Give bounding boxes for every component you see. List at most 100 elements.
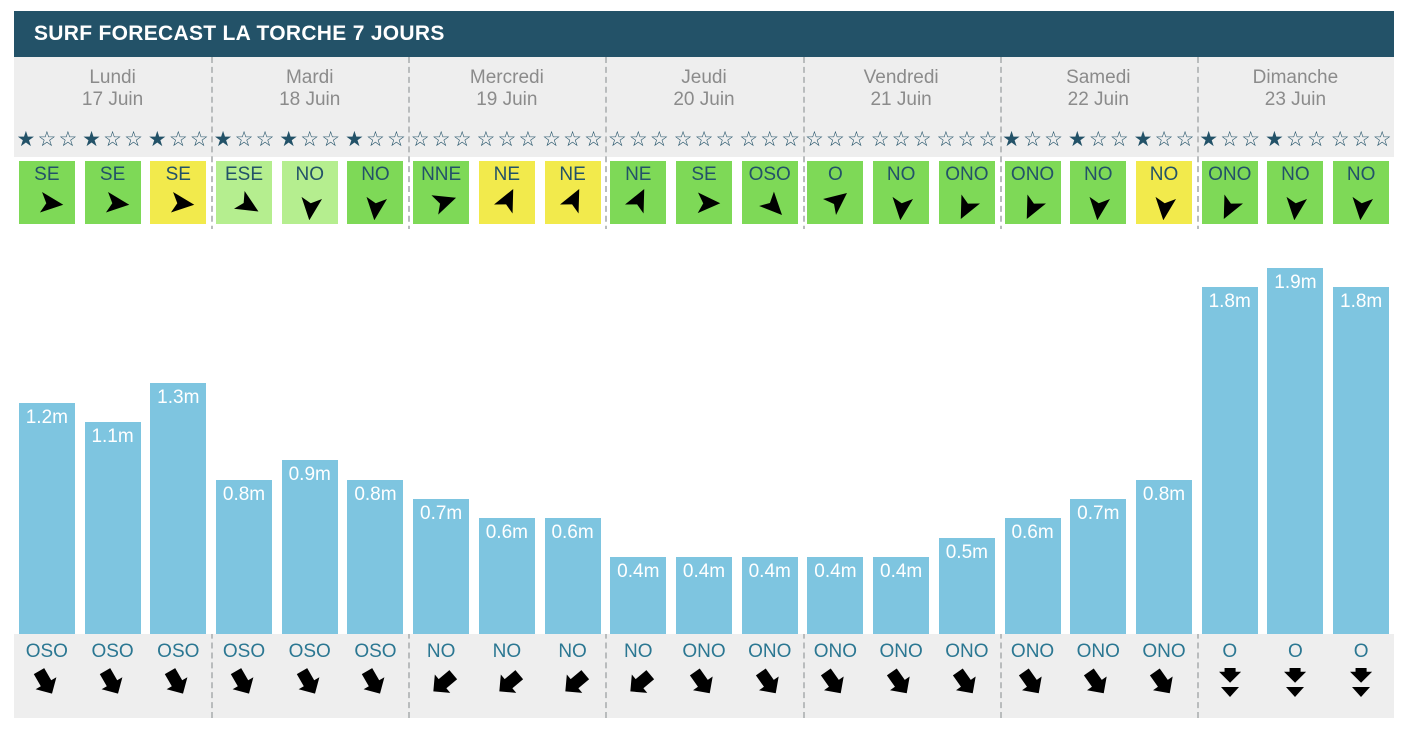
swell-cell[interactable]: ONO <box>1131 640 1197 707</box>
swell-cell[interactable]: OSO <box>277 640 343 707</box>
swell-cell[interactable]: OSO <box>343 640 409 707</box>
wave-bar[interactable]: 0.8m <box>216 480 272 634</box>
wind-cell-wrapper: SE <box>80 161 146 224</box>
star-rating: ★ ☆ ☆ <box>211 129 277 150</box>
wind-cell[interactable]: NO <box>1136 161 1192 224</box>
wave-bar[interactable]: 0.7m <box>1070 499 1127 634</box>
wind-cell[interactable]: ONO <box>1201 161 1258 225</box>
swell-cell[interactable]: NO <box>474 640 540 707</box>
wind-cell[interactable]: ONO <box>938 161 995 224</box>
swell-cell[interactable]: ONO <box>934 640 1000 707</box>
day-column-mardi[interactable]: Mardi 18 Juin ★ ☆ ☆ ★ ☆ ☆ ★ ☆ ☆ ESE NO NO 0.8m 0.9m 0.8m… <box>211 57 409 718</box>
wave-bar[interactable]: 0.5m <box>938 538 995 634</box>
wave-bar-cell: 0.4m <box>868 229 934 634</box>
wind-cell-wrapper: ONO <box>934 161 1000 224</box>
wave-bar[interactable]: 0.4m <box>676 557 732 634</box>
wind-cell[interactable]: NO <box>1070 161 1127 224</box>
page-title: SURF FORECAST LA TORCHE 7 JOURS <box>34 22 445 45</box>
wave-bar[interactable]: 1.1m <box>84 422 141 634</box>
day-column-jeudi[interactable]: Jeudi 20 Juin ☆ ☆ ☆ ☆ ☆ ☆ ☆ ☆ ☆ NE SE OSO 0.4m 0.4m 0.4m… <box>605 57 803 718</box>
swell-cell[interactable]: NO <box>540 640 606 707</box>
wave-bar[interactable]: 1.2m <box>18 403 75 634</box>
wave-bar[interactable]: 1.9m <box>1267 268 1324 634</box>
wind-cell[interactable]: NE <box>610 161 667 224</box>
day-column-lundi[interactable]: Lundi 17 Juin ★ ☆ ☆ ★ ☆ ☆ ★ ☆ ☆ SE SE SE 1.2m 1.1m 1.3m O… <box>14 57 212 718</box>
swell-cell[interactable]: O <box>1197 640 1263 707</box>
wind-arrow-icon <box>424 188 458 225</box>
swell-cell[interactable]: OSO <box>145 640 211 707</box>
swell-cell[interactable]: OSO <box>80 640 146 707</box>
star-rating: ☆ ☆ ☆ <box>737 129 803 150</box>
swell-cell[interactable]: ONO <box>737 640 803 707</box>
wind-direction-label: NE <box>559 164 586 185</box>
wave-height-label: 1.8m <box>1208 291 1251 312</box>
swell-direction-label: ONO <box>945 641 989 662</box>
wave-height-bars: 0.6m 0.7m 0.8m <box>999 229 1197 634</box>
star-empty-icon: ☆ <box>234 127 254 151</box>
wind-cell-wrapper: NO <box>277 161 343 224</box>
day-column-samedi[interactable]: Samedi 22 Juin ★ ☆ ☆ ★ ☆ ☆ ★ ☆ ☆ ONO NO NO 0.6m 0.7m 0.8… <box>999 57 1197 718</box>
wind-cell[interactable]: SE <box>676 161 732 224</box>
wave-bar[interactable]: 0.4m <box>610 557 667 634</box>
wind-arrow-icon <box>556 188 590 225</box>
wind-cell-wrapper: NO <box>1065 161 1131 224</box>
wave-bar[interactable]: 0.6m <box>1004 518 1061 634</box>
swell-cell[interactable]: O <box>1328 640 1394 707</box>
wind-cell[interactable]: NO <box>1267 161 1324 224</box>
wind-cell[interactable]: NE <box>544 161 601 225</box>
wind-cell[interactable]: OSO <box>741 161 798 225</box>
swell-cell[interactable]: ONO <box>1000 640 1066 707</box>
wave-height-label: 0.7m <box>420 503 463 524</box>
wave-bar[interactable]: 0.4m <box>741 557 798 634</box>
wind-cell[interactable]: NO <box>1333 161 1390 224</box>
wind-cell[interactable]: NO <box>347 161 404 224</box>
swell-cell[interactable]: ONO <box>671 640 737 707</box>
wave-bar[interactable]: 0.7m <box>413 499 470 634</box>
swell-cell[interactable]: OSO <box>14 640 80 707</box>
wind-cell[interactable]: ONO <box>1004 161 1061 224</box>
wind-arrow-icon <box>1213 188 1247 225</box>
wave-bar[interactable]: 0.6m <box>478 518 535 634</box>
wind-arrow-icon <box>753 188 787 225</box>
wind-cell[interactable]: NO <box>873 161 930 224</box>
day-column-vendredi[interactable]: Vendredi 21 Juin ☆ ☆ ☆ ☆ ☆ ☆ ☆ ☆ ☆ O NO ONO 0.4m 0.4m 0.… <box>802 57 1000 718</box>
wave-bar[interactable]: 0.4m <box>873 557 930 634</box>
star-filled-icon: ★ <box>279 127 299 151</box>
wave-bar-cell: 0.8m <box>1131 229 1197 634</box>
swell-cell[interactable]: ONO <box>868 640 934 707</box>
wind-cell[interactable]: SE <box>18 161 75 224</box>
wind-cell[interactable]: O <box>807 161 864 224</box>
swell-cell[interactable]: ONO <box>803 640 869 707</box>
wave-bar[interactable]: 0.4m <box>807 557 864 634</box>
star-rating: ☆ ☆ ☆ <box>934 129 1000 150</box>
swell-cell[interactable]: O <box>1263 640 1329 707</box>
wave-height-bars: 0.4m 0.4m 0.5m <box>802 229 1000 634</box>
wind-cell[interactable]: SE <box>84 161 141 225</box>
day-column-dimanche[interactable]: Dimanche 23 Juin ★ ☆ ☆ ★ ☆ ☆ ☆ ☆ ☆ ONO NO NO 1.8m 1.9m 1… <box>1196 57 1394 718</box>
wind-arrow-icon <box>96 188 130 225</box>
wind-cell[interactable]: NNE <box>413 161 470 225</box>
star-empty-icon: ☆ <box>58 127 78 151</box>
swell-direction-label: ONO <box>748 641 792 662</box>
wind-cell[interactable]: NE <box>478 161 535 224</box>
wave-height-label: 0.6m <box>485 522 528 543</box>
day-column-mercredi[interactable]: Mercredi 19 Juin ☆ ☆ ☆ ☆ ☆ ☆ ☆ ☆ ☆ NNE NE NE 0.7m 0.6m 0… <box>408 57 606 718</box>
wind-cell[interactable]: NO <box>281 161 338 224</box>
swell-cell[interactable]: ONO <box>1065 640 1131 707</box>
swell-cell[interactable]: NO <box>605 640 671 707</box>
swell-cell[interactable]: OSO <box>211 640 277 707</box>
wind-cell-wrapper: SE <box>671 161 737 224</box>
wave-bar[interactable]: 0.8m <box>347 480 404 634</box>
wave-bar[interactable]: 0.9m <box>281 460 338 634</box>
wave-bar[interactable]: 0.6m <box>544 518 601 634</box>
wave-bar[interactable]: 0.8m <box>1136 480 1192 634</box>
swell-cell[interactable]: NO <box>408 640 474 707</box>
wave-bar[interactable]: 1.3m <box>150 383 207 634</box>
star-filled-icon: ★ <box>1199 127 1219 151</box>
wind-cell-wrapper: SE <box>14 161 80 224</box>
star-filled-icon: ★ <box>16 127 36 151</box>
wave-bar[interactable]: 1.8m <box>1333 287 1390 634</box>
wave-bar[interactable]: 1.8m <box>1201 287 1258 634</box>
wind-cell[interactable]: SE <box>150 161 207 224</box>
wind-cell[interactable]: ESE <box>216 161 272 224</box>
